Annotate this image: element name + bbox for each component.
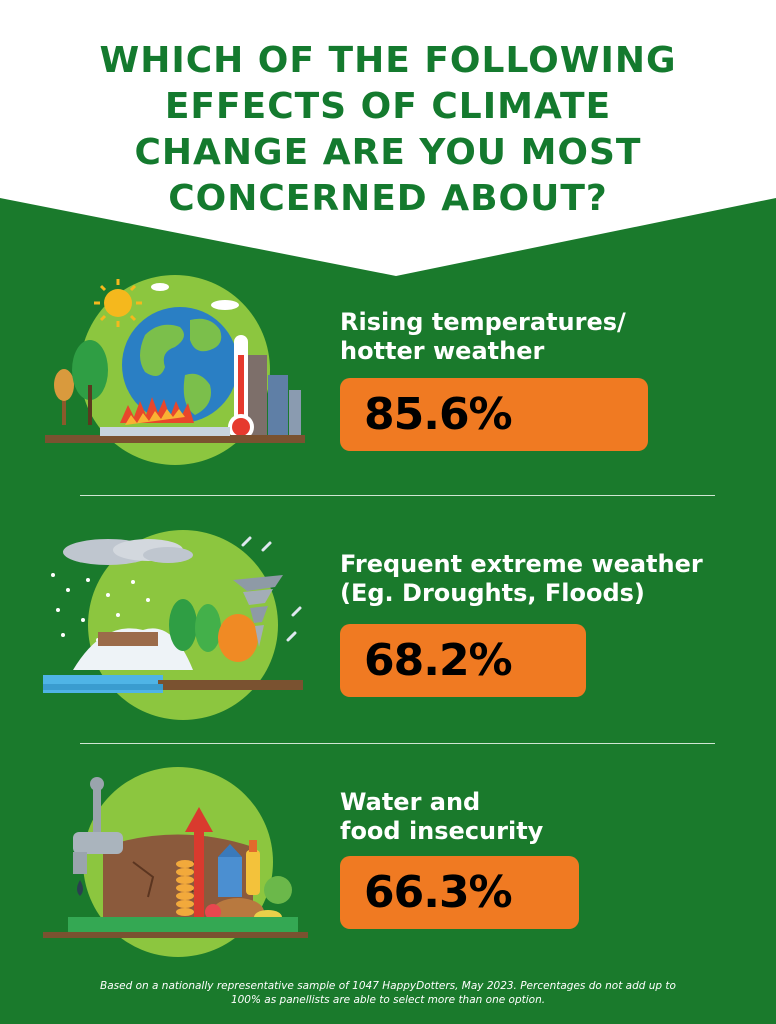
title-line: CHANGE ARE YOU MOST xyxy=(134,132,642,173)
category-label-line: hotter weather xyxy=(340,337,545,365)
category-label: Rising temperatures/ hotter weather xyxy=(340,308,760,366)
value-bar: 85.6% xyxy=(340,378,648,451)
category-label-line: (Eg. Droughts, Floods) xyxy=(340,579,645,607)
footnote-line: 100% as panellists are able to select mo… xyxy=(230,994,546,1006)
category-label: Frequent extreme weather (Eg. Droughts, … xyxy=(340,550,760,608)
value-label: 68.2% xyxy=(364,635,513,686)
footnote: Based on a nationally representative sam… xyxy=(60,979,716,1007)
page-title: WHICH OF THE FOLLOWING EFFECTS OF CLIMAT… xyxy=(0,38,776,222)
value-bar: 68.2% xyxy=(340,624,586,697)
section-divider xyxy=(80,743,715,744)
tornado-storm-icon xyxy=(43,530,303,720)
value-label: 85.6% xyxy=(364,389,513,440)
title-line: EFFECTS OF CLIMATE xyxy=(164,86,612,127)
category-label-line: Rising temperatures/ xyxy=(340,308,626,336)
value-label: 66.3% xyxy=(364,867,513,918)
water-food-icon xyxy=(43,767,308,957)
category-label-line: Frequent extreme weather xyxy=(340,550,703,578)
globe-thermometer-icon xyxy=(45,275,305,465)
category-label-line: Water and xyxy=(340,788,481,816)
section-divider xyxy=(80,495,715,496)
title-line: WHICH OF THE FOLLOWING xyxy=(99,40,677,81)
value-bar: 66.3% xyxy=(340,856,579,929)
category-label: Water and food insecurity xyxy=(340,788,760,846)
title-line: CONCERNED ABOUT? xyxy=(168,178,608,219)
footnote-line: Based on a nationally representative sam… xyxy=(100,980,676,992)
category-label-line: food insecurity xyxy=(340,817,544,845)
